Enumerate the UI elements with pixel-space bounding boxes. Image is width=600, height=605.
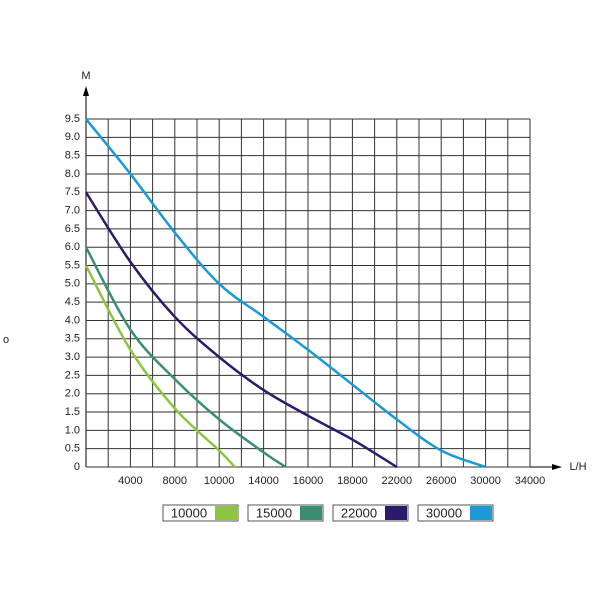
- x-tick-label: 26000: [426, 475, 457, 487]
- series-line: [84, 246, 287, 469]
- x-tick-label: 16000: [293, 475, 324, 487]
- y-tick-label: 8.0: [65, 168, 80, 180]
- x-tick-label: 34000: [515, 475, 546, 487]
- y-tick-label: 4.0: [65, 314, 80, 326]
- x-tick-label: 8000: [163, 475, 187, 487]
- legend-swatch: [470, 506, 492, 520]
- legend-box: [417, 504, 494, 522]
- legend-label: 15000: [256, 505, 292, 520]
- y-tick-label: 6.5: [65, 223, 80, 235]
- y-tick-label: 5.5: [65, 259, 80, 271]
- y-tick-label: 2.0: [65, 388, 80, 400]
- y-tick-label: 4.5: [65, 296, 80, 308]
- y-tick-label: 5.0: [65, 278, 80, 290]
- legend-box: [332, 504, 409, 522]
- annotation: o: [3, 334, 9, 346]
- legend-box: [162, 504, 239, 522]
- x-tick-label: 30000: [470, 475, 501, 487]
- x-tick-label: 14000: [248, 475, 279, 487]
- y-tick-label: 8.5: [65, 150, 80, 162]
- y-tick-label: 9.0: [65, 131, 80, 143]
- y-tick-label: 0: [74, 461, 80, 473]
- y-axis-arrow: [83, 86, 89, 96]
- y-tick-label: 6.0: [65, 241, 80, 253]
- legend-label: 22000: [341, 505, 377, 520]
- legend-swatch: [300, 506, 322, 520]
- series-line: [85, 118, 487, 469]
- x-tick-label: 10000: [204, 475, 235, 487]
- x-axis-arrow: [552, 464, 562, 470]
- x-tick-label: 22000: [382, 475, 413, 487]
- y-tick-label: 1.5: [65, 406, 80, 418]
- legend-label: 10000: [171, 505, 207, 520]
- legend-swatch: [215, 506, 237, 520]
- series-line: [84, 264, 236, 468]
- y-tick-label: 3.5: [65, 333, 80, 345]
- legend-swatch: [385, 506, 407, 520]
- y-tick-label: 7.5: [65, 186, 80, 198]
- x-tick-label: 18000: [337, 475, 368, 487]
- y-tick-label: 1.0: [65, 424, 80, 436]
- legend-box: [247, 504, 324, 522]
- y-axis-label: M: [81, 70, 90, 82]
- y-tick-label: 0.5: [65, 443, 80, 455]
- y-tick-label: 7.0: [65, 204, 80, 216]
- y-tick-label: 3.0: [65, 351, 80, 363]
- x-axis-label: L/H: [569, 461, 586, 473]
- series-line: [84, 191, 398, 469]
- x-tick-label: 4000: [118, 475, 142, 487]
- y-tick-label: 2.5: [65, 369, 80, 381]
- y-tick-label: 9.5: [65, 113, 80, 125]
- legend-label: 30000: [426, 505, 462, 520]
